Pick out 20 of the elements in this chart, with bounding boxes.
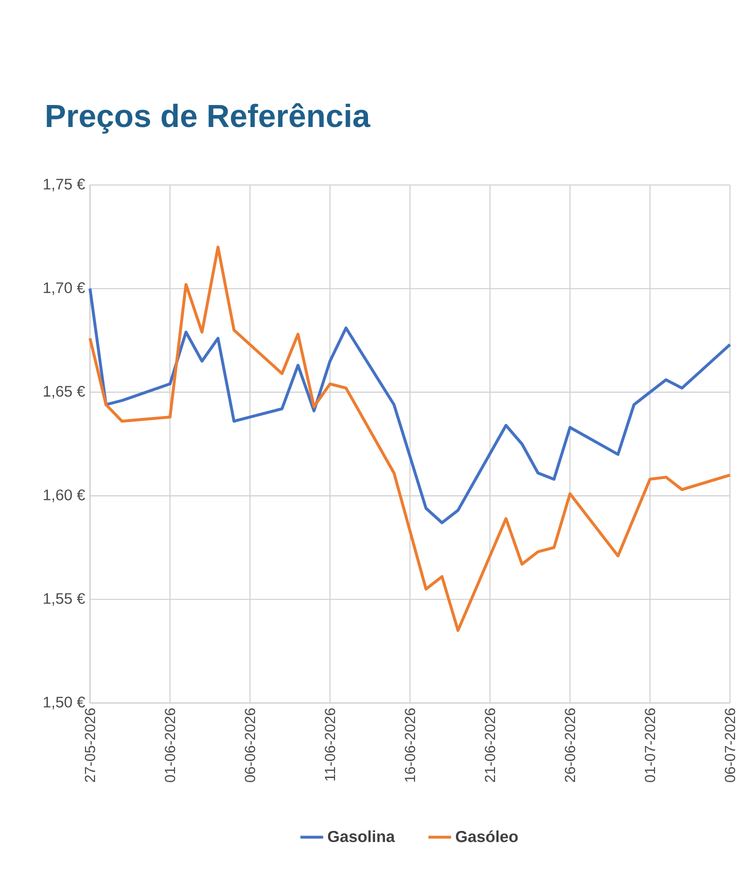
x-tick-label: 27-05-2026 bbox=[84, 708, 96, 782]
x-tick-label: 16-06-2026 bbox=[404, 708, 416, 782]
y-tick-label: 1,65 € bbox=[44, 386, 86, 399]
y-tick-label: 1,70 € bbox=[44, 282, 86, 295]
y-tick-label: 1,55 € bbox=[44, 593, 86, 606]
y-tick-label: 1,50 € bbox=[44, 696, 86, 710]
chart-title: Preços de Referência bbox=[46, 103, 370, 134]
x-tick-label: 01-06-2026 bbox=[164, 708, 176, 782]
x-tick-label: 01-07-2026 bbox=[644, 708, 656, 782]
x-tick-label: 11-06-2026 bbox=[324, 708, 336, 781]
legend-label: Gasolina bbox=[328, 830, 395, 842]
y-tick-label: 1,60 € bbox=[44, 489, 86, 502]
x-tick-label: 06-06-2026 bbox=[244, 708, 256, 782]
x-tick-label: 06-07-2026 bbox=[724, 708, 736, 782]
x-tick-label: 21-06-2026 bbox=[484, 708, 496, 782]
y-tick-label: 1,75 € bbox=[44, 178, 86, 192]
line-series bbox=[88, 246, 732, 632]
legend-label: Gasóleo bbox=[456, 830, 518, 842]
line-series bbox=[88, 287, 732, 524]
x-tick-label: 26-06-2026 bbox=[564, 708, 576, 782]
